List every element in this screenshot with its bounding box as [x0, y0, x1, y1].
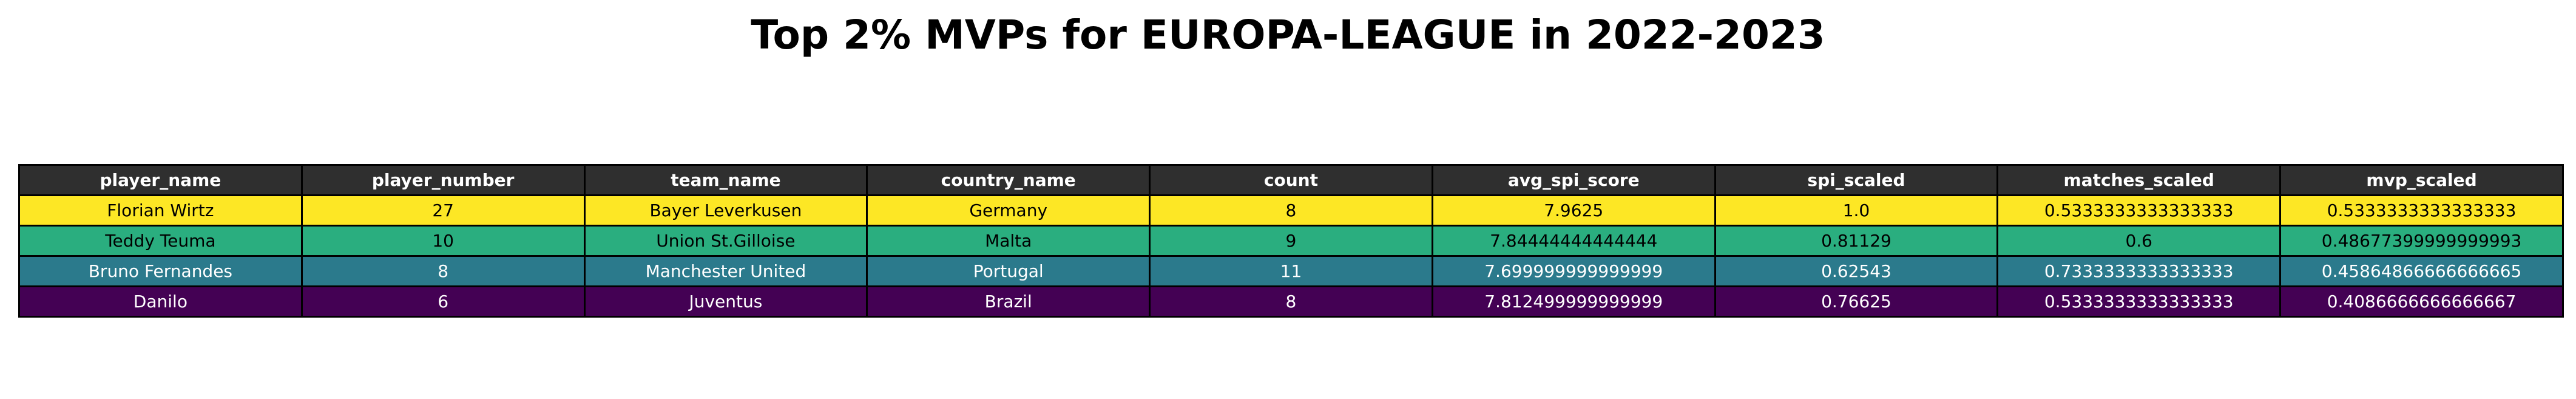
- table-row: Bruno Fernandes 8 Manchester United Portuga…: [18, 255, 2564, 287]
- cell-matches-scaled: 0.7333333333333333: [1996, 255, 2282, 287]
- header-row: player_name player_number team_name country…: [18, 164, 2564, 196]
- cell-player-name: Bruno Fernandes: [18, 255, 303, 287]
- cell-count: 9: [1149, 225, 1433, 257]
- cell-matches-scaled: 0.5333333333333333: [1996, 194, 2282, 227]
- cell-player-number: 6: [300, 285, 586, 318]
- cell-player-name: Teddy Teuma: [18, 225, 303, 257]
- cell-spi-scaled: 0.62543: [1714, 255, 1999, 287]
- cell-country-name: Malta: [866, 225, 1151, 257]
- cell-team-name: Juventus: [583, 285, 868, 318]
- table-row: Teddy Teuma 10 Union St.Gilloise Malta 9 7.84…: [18, 225, 2564, 257]
- cell-player-name: Florian Wirtz: [18, 194, 303, 227]
- cell-country-name: Germany: [866, 194, 1151, 227]
- cell-avg-spi-score: 7.699999999999999: [1431, 255, 1716, 287]
- column-header-team-name: team_name: [583, 164, 868, 196]
- cell-avg-spi-score: 7.812499999999999: [1431, 285, 1716, 318]
- cell-player-number: 10: [300, 225, 586, 257]
- column-header-spi-scaled: spi_scaled: [1714, 164, 1999, 196]
- table-body: Florian Wirtz 27 Bayer Leverkusen Germany 8 7…: [18, 194, 2564, 318]
- cell-avg-spi-score: 7.84444444444444: [1431, 225, 1716, 257]
- cell-mvp-scaled: 0.45864866666666665: [2279, 255, 2564, 287]
- cell-count: 8: [1149, 285, 1433, 318]
- mvp-table: player_name player_number team_name country…: [18, 164, 2564, 318]
- column-header-player-name: player_name: [18, 164, 303, 196]
- cell-spi-scaled: 1.0: [1714, 194, 1999, 227]
- cell-country-name: Portugal: [866, 255, 1151, 287]
- cell-matches-scaled: 0.5333333333333333: [1996, 285, 2282, 318]
- column-header-mvp-scaled: mvp_scaled: [2279, 164, 2564, 196]
- column-header-country-name: country_name: [866, 164, 1151, 196]
- cell-player-number: 27: [300, 194, 586, 227]
- cell-spi-scaled: 0.76625: [1714, 285, 1999, 318]
- cell-team-name: Bayer Leverkusen: [583, 194, 868, 227]
- cell-mvp-scaled: 0.4086666666666667: [2279, 285, 2564, 318]
- cell-matches-scaled: 0.6: [1996, 225, 2282, 257]
- cell-team-name: Manchester United: [583, 255, 868, 287]
- cell-mvp-scaled: 0.48677399999999993: [2279, 225, 2564, 257]
- column-header-matches-scaled: matches_scaled: [1996, 164, 2282, 196]
- cell-spi-scaled: 0.81129: [1714, 225, 1999, 257]
- cell-mvp-scaled: 0.5333333333333333: [2279, 194, 2564, 227]
- cell-count: 11: [1149, 255, 1433, 287]
- chart-title: Top 2% MVPs for EUROPA-LEAGUE in 2022-20…: [751, 12, 1825, 58]
- column-header-avg-spi-score: avg_spi_score: [1431, 164, 1716, 196]
- column-header-player-number: player_number: [300, 164, 586, 196]
- cell-count: 8: [1149, 194, 1433, 227]
- cell-player-name: Danilo: [18, 285, 303, 318]
- table-row: Danilo 6 Juventus Brazil 8 7.812499999999999 0…: [18, 285, 2564, 318]
- cell-avg-spi-score: 7.9625: [1431, 194, 1716, 227]
- cell-team-name: Union St.Gilloise: [583, 225, 868, 257]
- column-header-count: count: [1149, 164, 1433, 196]
- cell-player-number: 8: [300, 255, 586, 287]
- cell-country-name: Brazil: [866, 285, 1151, 318]
- table-row: Florian Wirtz 27 Bayer Leverkusen Germany 8 7…: [18, 194, 2564, 227]
